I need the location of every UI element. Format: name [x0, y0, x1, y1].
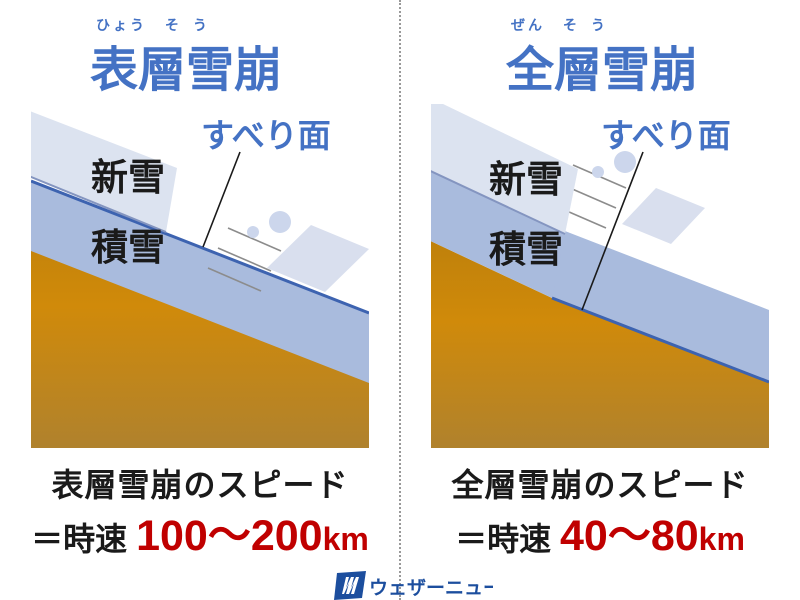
svg-text:新雪: 新雪 — [489, 159, 563, 200]
svg-text:すべり面: すべり面 — [601, 117, 731, 154]
svg-text:積雪: 積雪 — [91, 227, 165, 268]
svg-text:すべり面: すべり面 — [201, 117, 331, 154]
svg-text:積雪: 積雪 — [489, 229, 563, 270]
svg-text:新雪: 新雪 — [91, 157, 165, 198]
